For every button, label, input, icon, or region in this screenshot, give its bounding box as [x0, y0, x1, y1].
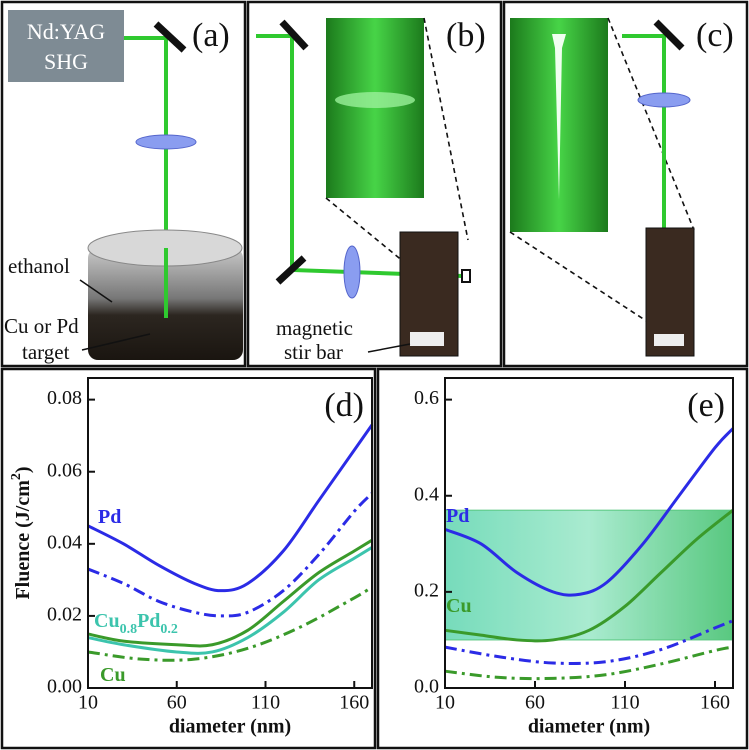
- series-label: Cu: [100, 664, 126, 686]
- y-tick-label: 0.4: [414, 483, 439, 505]
- mirror: [153, 21, 187, 53]
- lens: [343, 245, 361, 299]
- zoom-line: [607, 17, 695, 231]
- lens: [637, 92, 691, 108]
- mirror: [279, 19, 309, 51]
- panel-frame: [246, 0, 503, 368]
- stirrer-label: stir bar: [284, 340, 343, 364]
- x-tick-label: 10: [78, 692, 98, 714]
- panel-frame: [0, 367, 377, 750]
- beam-stop: [461, 269, 471, 283]
- panel-label: (d): [324, 387, 364, 424]
- panel-label: (b): [446, 17, 486, 54]
- target-label: target: [22, 340, 70, 364]
- series-line: [87, 546, 373, 655]
- series-label: Cu0.8Pd0.2: [94, 610, 178, 637]
- y-tick-label: 0.08: [47, 387, 82, 409]
- target-label: Cu or Pd: [4, 314, 79, 338]
- panel-c: (c): [509, 17, 734, 357]
- y-tick-label: 0.6: [414, 387, 439, 409]
- zoom-line: [325, 197, 405, 263]
- series-line: [87, 585, 373, 662]
- beam-glow: [335, 92, 415, 108]
- series-label: Pd: [98, 506, 121, 528]
- series-line: [444, 619, 734, 665]
- y-tick-label: 0.06: [47, 459, 82, 481]
- charts: 0.00 0.02 0.04 0.06 0.08 10 60 110 160 Pd Cu0.8Pd0…: [9, 377, 735, 738]
- panel-a: Nd:YAG SHG ethanol Cu or Pd target (a): [4, 10, 243, 364]
- pointer: [79, 279, 113, 303]
- x-axis-label: diameter (nm): [169, 716, 291, 738]
- x-axis-label: diameter (nm): [528, 716, 650, 738]
- y-tick-label: 0.2: [414, 579, 439, 601]
- plume: [552, 34, 566, 200]
- stirrer-label: magnetic: [276, 316, 353, 340]
- panel-frame: [502, 0, 749, 368]
- zoom-line: [509, 231, 649, 323]
- liquid-label: ethanol: [8, 254, 70, 278]
- y-tick-label: 0.00: [47, 676, 82, 698]
- x-tick-label: 60: [525, 692, 545, 714]
- y-tick-label: 0.0: [414, 676, 439, 698]
- panel-b: magnetic stir bar (b): [256, 17, 486, 364]
- x-tick-label: 60: [167, 692, 187, 714]
- stir-bar: [410, 332, 444, 346]
- pointer: [367, 343, 411, 353]
- plot-frame: [444, 377, 734, 689]
- laser-label: Nd:YAG: [27, 19, 105, 44]
- panel-frame: [376, 367, 749, 750]
- series-label: Cu: [446, 595, 472, 617]
- laser-beam: [256, 34, 463, 278]
- series-line: [444, 427, 735, 597]
- y-tick-label: 0.02: [47, 604, 82, 626]
- series-label: Pd: [446, 505, 469, 527]
- y-tick-label: 0.04: [47, 531, 82, 553]
- series-line: [87, 423, 374, 593]
- series-line: [87, 492, 374, 618]
- x-tick-label: 110: [251, 692, 280, 714]
- lens: [135, 134, 197, 150]
- stir-bar: [654, 334, 684, 346]
- panel-label: (a): [192, 17, 230, 54]
- series-line: [87, 538, 373, 648]
- laser-box: [8, 10, 124, 82]
- series-line: [444, 645, 734, 681]
- panel-frame: [0, 0, 247, 368]
- pointer: [81, 333, 151, 351]
- panel-label: (c): [696, 17, 734, 54]
- plot-frame: [87, 377, 373, 689]
- x-tick-label: 10: [435, 692, 455, 714]
- y-axis-label: Fluence (J/cm2): [9, 466, 34, 599]
- x-tick-label: 160: [339, 692, 369, 714]
- zoom-line: [423, 17, 469, 241]
- panel-label: (e): [687, 387, 725, 424]
- laser-label: SHG: [44, 49, 88, 74]
- mirror: [275, 255, 307, 285]
- mirror: [653, 19, 685, 51]
- series-line: [444, 509, 734, 643]
- x-tick-label: 160: [700, 692, 730, 714]
- x-tick-label: 110: [610, 692, 639, 714]
- shaded-band: [444, 509, 734, 641]
